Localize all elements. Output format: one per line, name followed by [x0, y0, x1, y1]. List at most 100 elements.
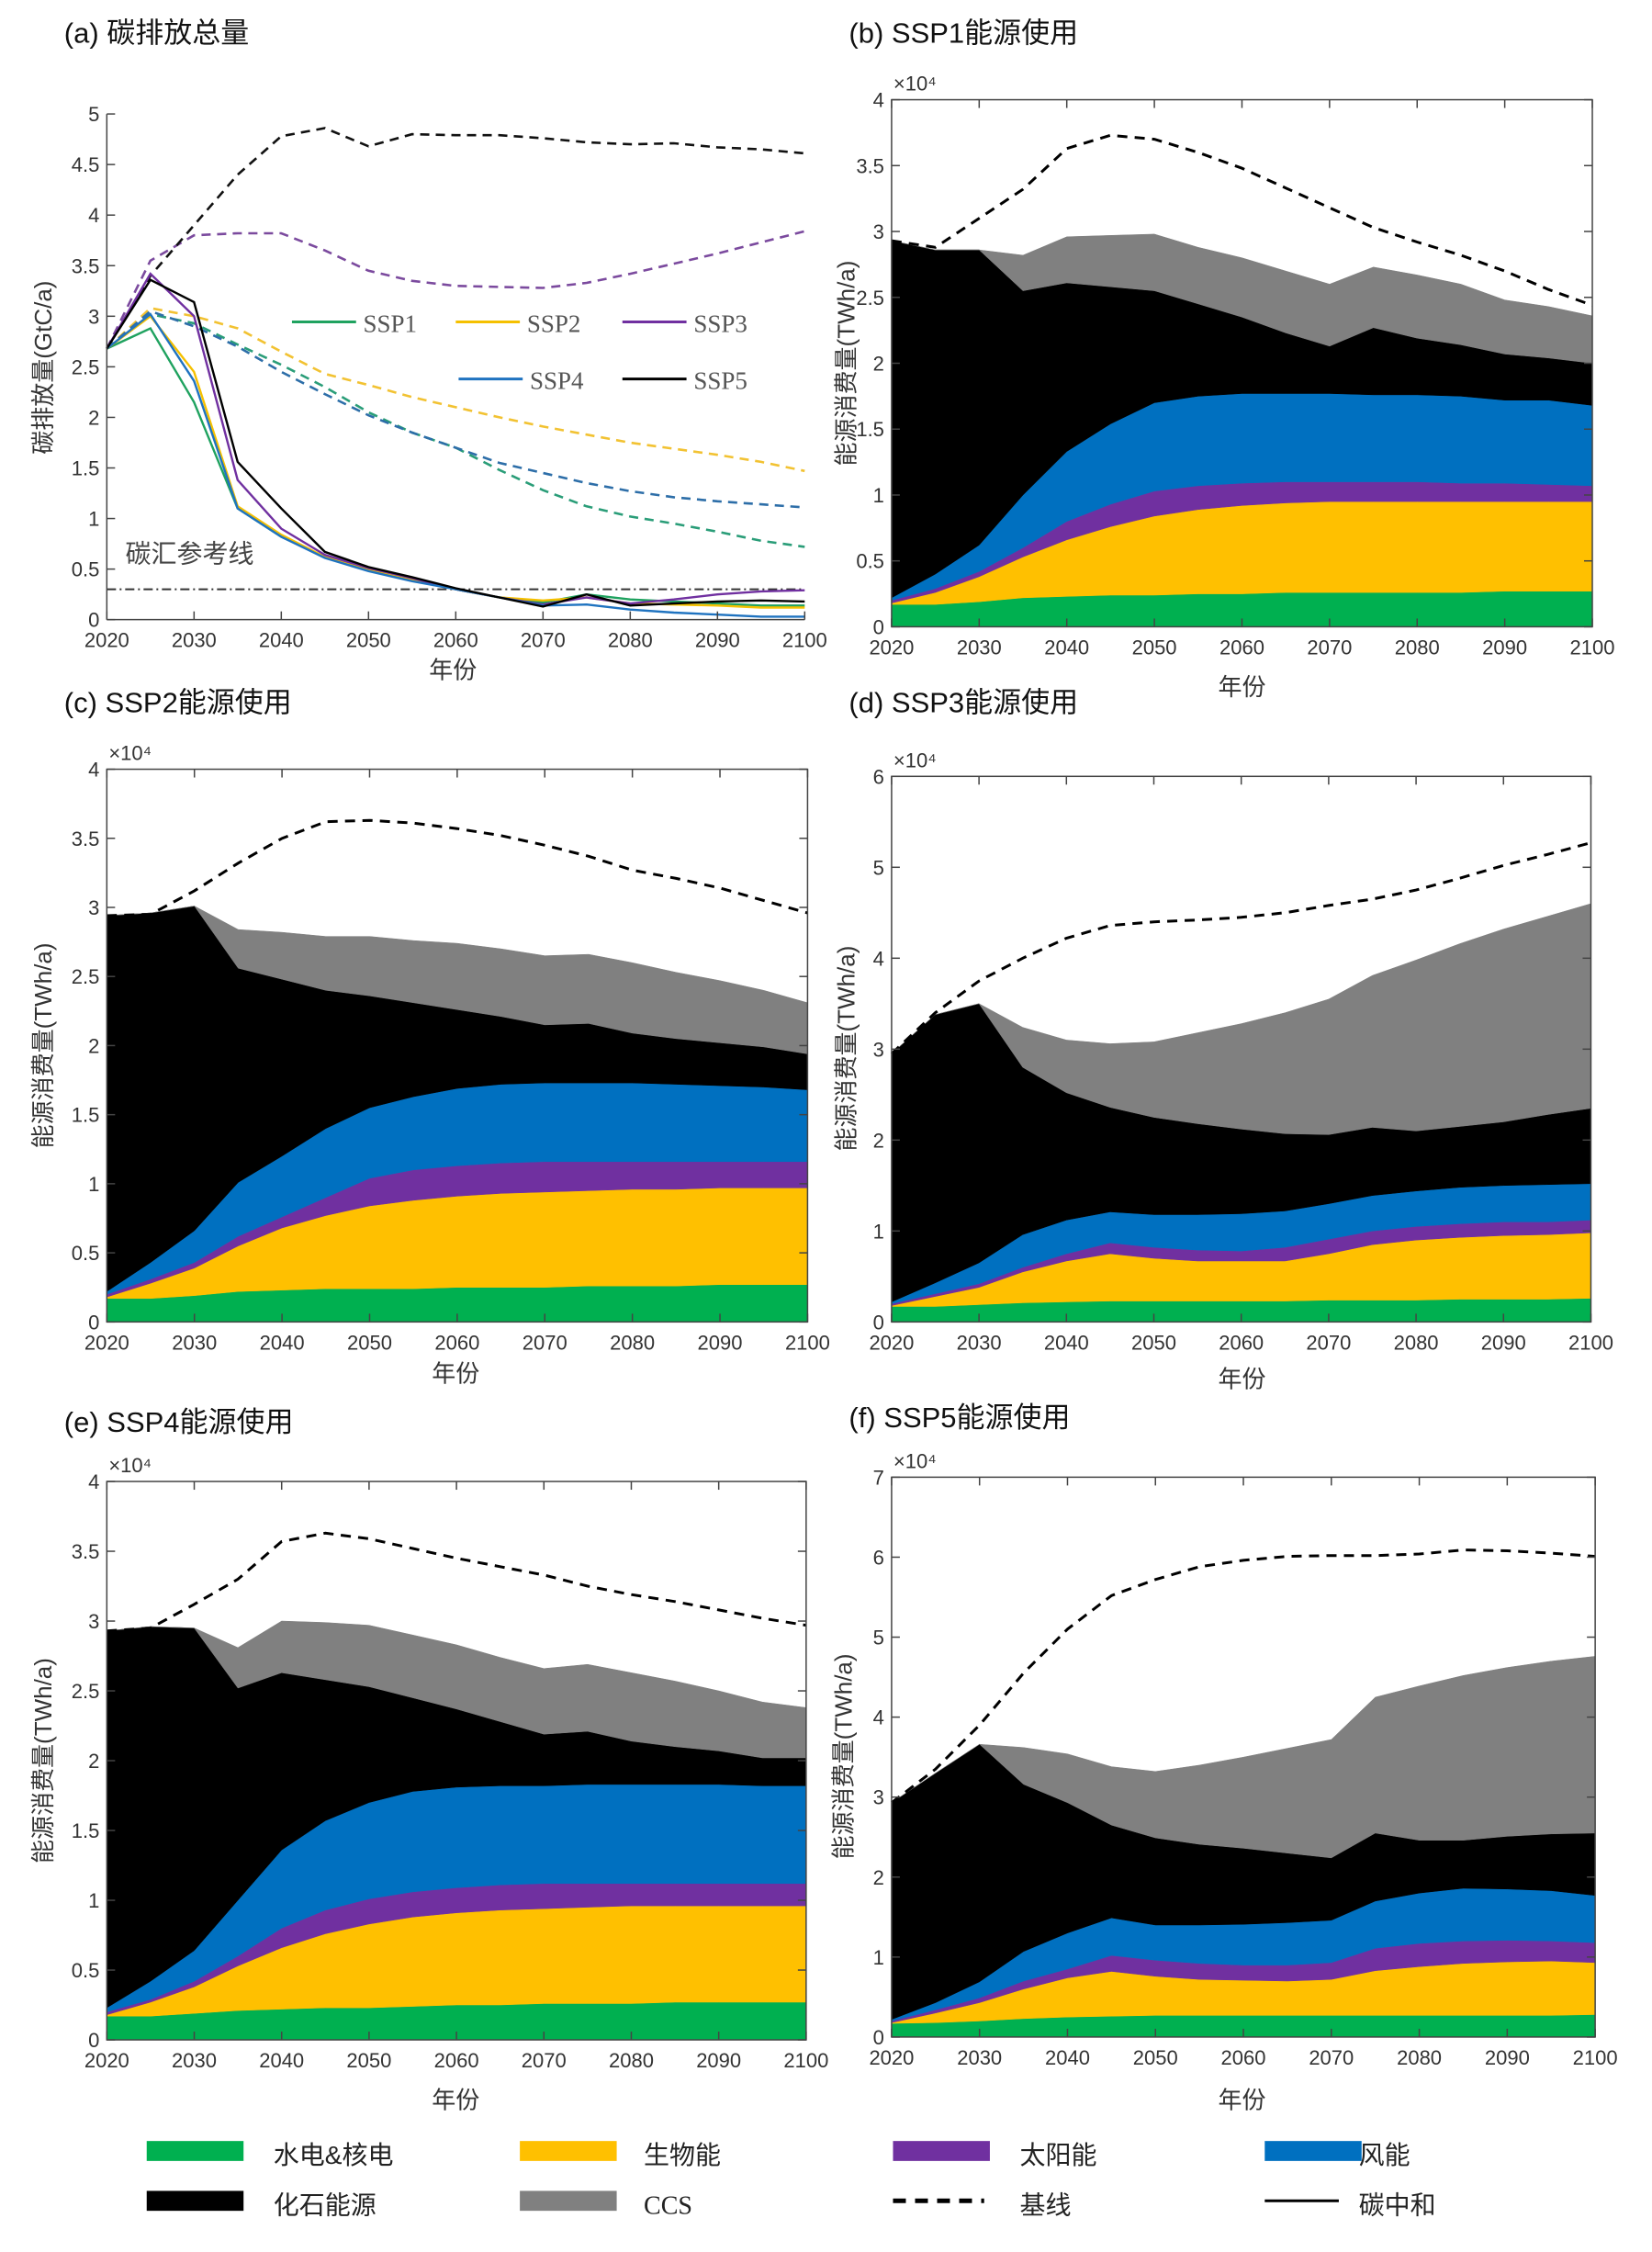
legend-label-ssp3: SSP3 [693, 310, 747, 337]
x-tick-label: 2020 [84, 629, 129, 652]
legend-swatch [520, 2141, 617, 2161]
y-axis-label: 能源消费量(TWh/a) [833, 946, 860, 1152]
y-tick-label: 0 [873, 615, 884, 638]
panel-title: (f) SSP5能源使用 [848, 1402, 1070, 1434]
legend-item: 碳中和 [1264, 2190, 1436, 2219]
x-tick-label: 2030 [172, 629, 217, 652]
line-ssp3-baseline [106, 230, 805, 350]
y-tick-label: 0 [88, 1311, 99, 1334]
legend-item: CCS [520, 2190, 692, 2220]
x-tick-label: 2050 [346, 629, 391, 652]
legend-swatch [146, 2190, 244, 2212]
x-tick-label: 2070 [522, 2049, 567, 2072]
panel-c: (c) SSP2能源使用 ×10⁴ 2020 2030 2040 2050 2060 2070… [29, 687, 830, 1388]
y-tick-label: 4 [88, 759, 99, 782]
x-tick-label: 2090 [698, 1331, 743, 1354]
x-tick-label: 2050 [1131, 1331, 1176, 1354]
y-tick-label: 6 [873, 1546, 884, 1569]
legend-label: 基线 [1020, 2190, 1072, 2219]
legend-label: 生物能 [644, 2141, 721, 2169]
x-tick-label: 2080 [610, 1331, 655, 1354]
legend-item: 化石能源 [146, 2190, 376, 2219]
y-multiplier: ×10⁴ [108, 1454, 152, 1477]
y-tick-label: 1.5 [72, 1819, 100, 1842]
y-tick-label: 3 [88, 1610, 99, 1633]
y-tick-label: 5 [873, 1627, 884, 1650]
x-tick-label: 2050 [1133, 2046, 1178, 2069]
y-tick-label: 2.5 [856, 287, 884, 310]
x-tick-label: 2100 [782, 629, 827, 652]
y-tick-label: 0.5 [72, 1242, 100, 1265]
x-tick-label: 2050 [346, 2049, 391, 2072]
x-tick-label: 2080 [608, 629, 653, 652]
legend-item: 基线 [893, 2190, 1072, 2219]
y-tick-label: 1 [873, 1220, 884, 1243]
y-tick-label: 0.5 [856, 550, 884, 573]
x-tick-label: 2060 [433, 629, 478, 652]
y-tick-label: 5 [873, 856, 884, 879]
y-tick-label: 4.5 [72, 153, 100, 176]
y-tick-label: 6 [873, 765, 884, 788]
baseline-line [890, 841, 1591, 1055]
y-tick-label: 1 [873, 484, 884, 507]
x-tick-label: 2040 [259, 629, 304, 652]
y-tick-label: 4 [873, 1706, 884, 1729]
legend-label-ssp4: SSP4 [530, 366, 584, 394]
panel-title: (b) SSP1能源使用 [848, 17, 1078, 50]
legend-label-ssp5: SSP5 [693, 366, 747, 394]
legend-label: 风能 [1359, 2141, 1410, 2169]
y-tick-label: 0 [873, 1311, 884, 1334]
y-tick-label: 3.5 [72, 1540, 100, 1563]
x-tick-label: 2080 [1394, 1331, 1439, 1354]
x-tick-label: 2050 [1132, 636, 1177, 659]
legend-label-ssp2: SSP2 [527, 310, 581, 337]
y-multiplier: ×10⁴ [893, 749, 937, 771]
y-tick-label: 1 [88, 1173, 99, 1196]
line-ssp2-baseline [106, 307, 805, 473]
y-axis-label: 碳排放量(GtC/a) [29, 281, 57, 455]
x-tick-label: 2070 [1309, 2046, 1354, 2069]
x-axis-label: 年份 [1218, 2086, 1265, 2113]
y-tick-label: 2 [873, 1866, 884, 1889]
y-tick-label: 0.5 [72, 1959, 100, 1982]
legend-label: CCS [644, 2191, 692, 2220]
y-tick-label: 2 [88, 406, 99, 429]
y-tick-label: 1.5 [72, 1104, 100, 1127]
reference-line-label: 碳汇参考线 [125, 540, 253, 569]
x-tick-label: 2100 [1570, 636, 1615, 659]
x-tick-label: 2040 [1044, 636, 1089, 659]
panel-b: (b) SSP1能源使用 ×10⁴ 2020 2030 2040 2050 2060 2070… [833, 17, 1615, 701]
panel-title: (a) 碳排放总量 [64, 17, 249, 50]
y-tick-label: 3 [88, 896, 99, 919]
x-tick-label: 2020 [84, 2049, 129, 2072]
y-tick-label: 2 [88, 1750, 99, 1773]
y-tick-label: 3 [873, 1038, 884, 1061]
baseline-line [107, 818, 808, 918]
x-tick-label: 2080 [1395, 636, 1440, 659]
x-tick-label: 2070 [1307, 636, 1352, 659]
x-tick-label: 2030 [957, 1331, 1002, 1354]
legend-label: 太阳能 [1020, 2141, 1097, 2169]
legend-swatch [520, 2190, 617, 2212]
y-tick-label: 1 [873, 1946, 884, 1969]
baseline-line [891, 133, 1593, 307]
x-tick-label: 2080 [609, 2049, 654, 2072]
y-tick-label: 2 [873, 1129, 884, 1152]
x-tick-label: 2100 [783, 2049, 828, 2072]
panel-title: (c) SSP2能源使用 [64, 687, 292, 719]
x-tick-label: 2100 [785, 1331, 830, 1354]
x-tick-label: 2070 [1306, 1331, 1351, 1354]
y-tick-label: 2.5 [72, 355, 100, 378]
y-tick-label: 2.5 [72, 965, 100, 988]
x-tick-label: 2030 [957, 636, 1002, 659]
x-tick-label: 2040 [1045, 2046, 1090, 2069]
legend-item: 水电&核电 [146, 2141, 393, 2169]
y-tick-label: 1.5 [72, 457, 100, 480]
y-tick-label: 1.5 [856, 418, 884, 441]
y-tick-label: 0 [873, 2026, 884, 2049]
x-tick-label: 2100 [1568, 1331, 1613, 1354]
x-tick-label: 2060 [1221, 2046, 1266, 2069]
y-axis-label: 能源消费量(TWh/a) [29, 942, 57, 1148]
